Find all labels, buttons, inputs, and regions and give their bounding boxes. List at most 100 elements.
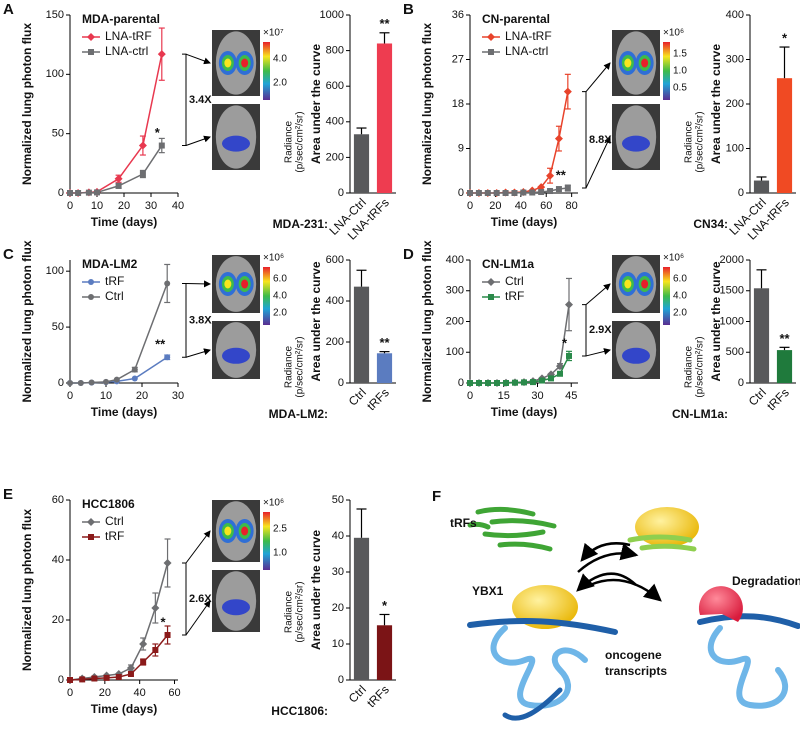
legend-label: tRF <box>105 529 124 543</box>
colorbar-tick-label: 1.5 <box>673 49 687 60</box>
y-tick-label: 0 <box>338 377 344 389</box>
data-point <box>139 640 148 648</box>
colorbar <box>263 267 270 325</box>
y-tick-label: 40 <box>52 554 64 566</box>
legend-label: LNA-ctrl <box>105 44 148 58</box>
error-bar <box>379 613 390 626</box>
radiance-label: (p/sec/cm²/sr) <box>295 336 306 397</box>
radiance-label: Radiance <box>284 120 295 163</box>
data-point <box>67 677 73 683</box>
x-tick-label: 0 <box>67 390 73 402</box>
data-point <box>131 366 138 373</box>
x-tick-label: 30 <box>145 200 157 212</box>
x-tick-label: tRFs <box>364 682 392 710</box>
data-point <box>548 375 554 382</box>
significance: * <box>155 125 161 140</box>
data-point <box>547 188 554 195</box>
data-point <box>565 300 573 309</box>
data-point <box>127 671 134 677</box>
y-tick-label: 27 <box>452 53 464 65</box>
x-tick-label: tRFs <box>364 385 392 413</box>
y-tick-label: 500 <box>726 346 744 358</box>
y-tick-label: 20 <box>332 602 344 614</box>
data-point <box>67 190 73 196</box>
scale-label: ×10⁶ <box>663 28 684 39</box>
data-point <box>554 134 563 143</box>
radiance-label: Radiance <box>284 345 295 388</box>
data-point <box>494 380 500 386</box>
scale-label: ×10⁶ <box>263 498 284 509</box>
data-point <box>475 190 482 196</box>
legend-label: LNA-ctrl <box>505 44 548 58</box>
y-tick-label: 50 <box>52 321 64 333</box>
data-point <box>556 362 564 371</box>
diagram-label: Degradation <box>732 574 800 588</box>
y-tick-label: 200 <box>326 336 344 348</box>
radiance-label: (p/sec/cm²/sr) <box>295 111 306 172</box>
panel-letter: F <box>432 488 441 505</box>
signal <box>224 526 232 536</box>
significance: ** <box>556 167 567 182</box>
y-tick-label: 1500 <box>720 285 744 297</box>
y-tick-label: 0 <box>458 187 464 199</box>
legend-marker <box>88 279 94 285</box>
scale-label: ×10⁶ <box>263 253 284 264</box>
legend-marker <box>87 518 95 526</box>
error-bar <box>379 351 390 354</box>
arrow <box>185 53 211 65</box>
bar <box>753 180 770 193</box>
y-tick-label: 36 <box>452 9 464 21</box>
signal <box>241 526 249 536</box>
legend-label: tRF <box>505 289 524 303</box>
y-tick-label: 0 <box>338 187 344 199</box>
error-bar <box>356 127 367 135</box>
arrow <box>585 348 611 357</box>
legend-label: tRF <box>105 274 124 288</box>
y-tick-label: 400 <box>326 116 344 128</box>
x-tick-label: 20 <box>99 687 111 699</box>
y-tick-label: 600 <box>326 80 344 92</box>
colorbar <box>263 512 270 570</box>
colorbar-tick-label: 4.0 <box>273 54 287 65</box>
y-axis-label: Normalized lung photon flux <box>420 23 434 185</box>
bar <box>753 288 770 383</box>
x-tick-label: 20 <box>489 200 501 212</box>
y-axis-label: Normalized lung photon flux <box>20 240 34 402</box>
x-tick-label: 80 <box>566 200 578 212</box>
y-tick-label: 0 <box>58 674 64 686</box>
bar <box>776 78 793 193</box>
y-tick-label: 800 <box>326 45 344 57</box>
chart-title: MDA-parental <box>82 12 160 26</box>
data-point <box>157 50 166 59</box>
arrow <box>185 530 211 564</box>
data-point <box>566 352 572 359</box>
radiance-label: Radiance <box>684 120 695 163</box>
colorbar-tick-label: 6.0 <box>273 274 287 285</box>
x-tick-label: 45 <box>565 390 577 402</box>
signal <box>222 135 250 152</box>
y-tick-label: 300 <box>726 53 744 65</box>
chart-title: HCC1806 <box>82 497 135 511</box>
y-tick-label: 400 <box>326 295 344 307</box>
significance: * <box>160 614 166 629</box>
data-point <box>546 171 555 180</box>
data-point <box>152 647 159 653</box>
data-point <box>79 676 86 683</box>
data-point <box>131 375 138 382</box>
y-tick-label: 100 <box>446 346 464 358</box>
data-point <box>484 190 491 196</box>
x-tick-label: 40 <box>134 687 146 699</box>
signal <box>622 347 650 364</box>
error-bar <box>756 269 767 289</box>
diagram-label: transcripts <box>605 664 667 678</box>
fold-bracket <box>182 282 187 358</box>
signal <box>641 58 649 68</box>
y-tick-label: 0 <box>738 377 744 389</box>
data-point <box>539 377 545 384</box>
fold-change: 3.8X <box>189 314 212 326</box>
signal <box>624 279 632 289</box>
group-label: MDA-231: <box>273 217 328 231</box>
panel-letter: B <box>403 1 414 18</box>
y-tick-label: 200 <box>726 98 744 110</box>
